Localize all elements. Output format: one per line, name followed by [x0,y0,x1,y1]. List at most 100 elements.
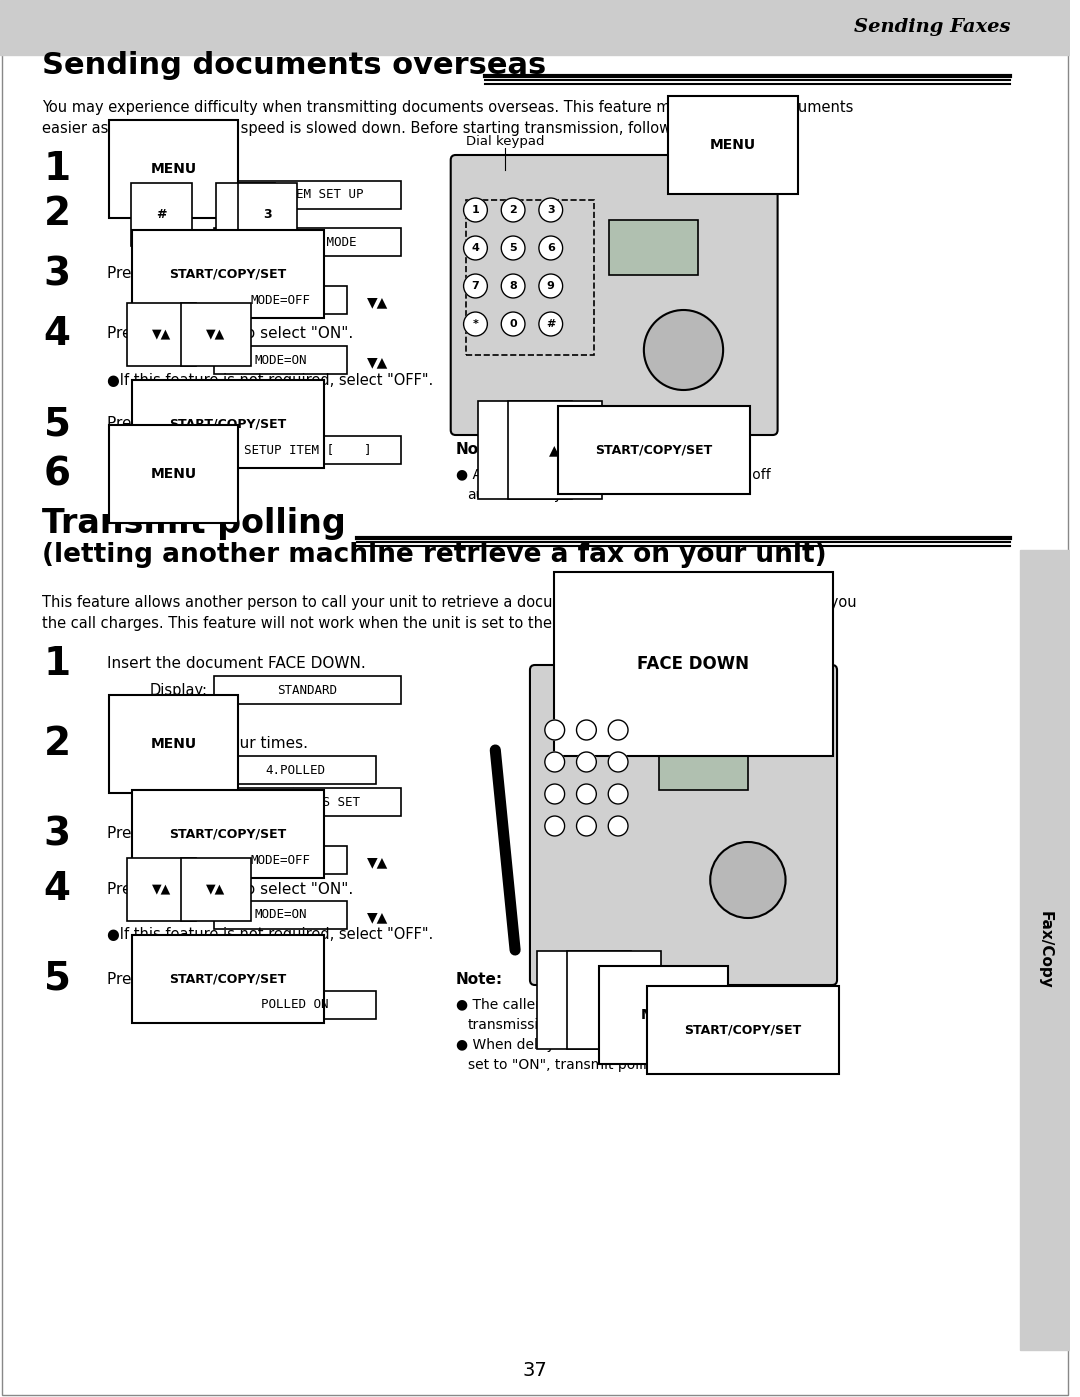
Text: Dial keypad: Dial keypad [465,136,544,148]
Text: *: * [473,319,478,330]
Circle shape [608,752,629,773]
FancyBboxPatch shape [530,665,837,985]
Circle shape [644,310,724,390]
Text: ● After transmission, this feature will turn off: ● After transmission, this feature will … [456,468,770,482]
FancyBboxPatch shape [214,847,347,875]
FancyBboxPatch shape [214,228,401,256]
Text: .: . [300,827,305,841]
Text: 8: 8 [510,281,517,291]
Text: STANDARD: STANDARD [278,683,338,697]
Text: ▼▲: ▼▲ [206,883,226,895]
Text: 1: 1 [43,149,70,189]
Text: 1.SYSTEM SET UP: 1.SYSTEM SET UP [252,189,364,201]
Text: START/COPY/SET: START/COPY/SET [170,418,286,430]
Text: 5: 5 [43,960,70,997]
Text: #: # [157,208,166,221]
Text: 2: 2 [241,208,251,221]
Text: MODE=OFF: MODE=OFF [251,293,310,306]
Text: Press: Press [107,207,152,222]
Text: (letting another machine retrieve a fax on your unit): (letting another machine retrieve a fax … [42,542,826,569]
Text: Sending documents overseas: Sending documents overseas [42,52,545,80]
Circle shape [539,198,563,222]
Text: ● The caller pays for the document: ● The caller pays for the document [456,997,703,1011]
Circle shape [544,752,565,773]
Text: ●If this feature is not required, select "OFF".: ●If this feature is not required, select… [107,373,433,387]
Text: You may experience difficulty when transmitting documents overseas. This feature: You may experience difficulty when trans… [42,101,853,136]
Text: Press: Press [107,467,152,482]
Circle shape [577,784,596,805]
Circle shape [501,274,525,298]
Text: 2: 2 [43,196,70,233]
Circle shape [544,816,565,835]
Text: automatically.: automatically. [468,488,565,502]
Text: transmission.: transmission. [468,1018,561,1032]
Text: MENU: MENU [150,467,197,481]
FancyBboxPatch shape [214,346,347,374]
Text: Press: Press [107,267,152,282]
Text: Press: Press [107,327,152,341]
Text: 9: 9 [546,281,555,291]
Text: ▼: ▼ [519,443,530,457]
Bar [609,219,699,275]
Circle shape [577,719,596,740]
Text: Note:: Note: [456,972,503,988]
Text: Press: Press [107,416,152,432]
Text: START/COPY/SET: START/COPY/SET [170,972,286,985]
Text: ▲: ▲ [609,993,620,1007]
Text: or: or [181,327,206,341]
Text: 2: 2 [510,205,517,215]
Circle shape [544,784,565,805]
Text: 6: 6 [546,243,555,253]
Circle shape [539,312,563,337]
Circle shape [463,312,487,337]
Text: four times.: four times. [220,736,308,752]
Text: ▼▲: ▼▲ [366,855,388,869]
Text: Press: Press [107,827,152,841]
Circle shape [544,719,565,740]
Text: 1: 1 [472,205,480,215]
Text: 0: 0 [510,319,517,330]
Text: Note:: Note: [456,443,503,457]
Text: 4: 4 [43,870,70,908]
Text: .: . [220,162,225,176]
Text: 4.POLLED: 4.POLLED [266,764,325,777]
Text: 4: 4 [472,243,480,253]
Text: ▼▲: ▼▲ [366,355,388,369]
Text: SETUP ITEM [    ]: SETUP ITEM [ ] [244,443,372,457]
FancyBboxPatch shape [214,788,401,816]
FancyBboxPatch shape [214,990,377,1018]
Text: #: # [546,319,555,330]
Text: Sending Faxes: Sending Faxes [854,18,1011,36]
Circle shape [463,236,487,260]
Text: Press: Press [107,882,152,897]
Text: , then: , then [181,207,231,222]
Text: START/COPY/SET: START/COPY/SET [595,443,713,457]
Text: Press: Press [107,971,152,986]
Circle shape [539,274,563,298]
Text: 3: 3 [546,205,554,215]
Circle shape [501,198,525,222]
Text: 5: 5 [43,405,70,443]
Text: MENU: MENU [150,162,197,176]
Text: ▼: ▼ [579,993,590,1007]
Text: 3: 3 [43,256,70,293]
Text: .: . [300,971,305,986]
Text: Fax/Copy: Fax/Copy [1038,911,1053,989]
Text: ▼▲: ▼▲ [152,883,171,895]
Text: .: . [300,416,305,432]
Text: POLLED ON: POLLED ON [261,999,329,1011]
Text: 2: 2 [43,725,70,763]
Text: YES: PRESS SET: YES: PRESS SET [255,795,360,809]
Text: MENU: MENU [150,738,197,752]
FancyBboxPatch shape [450,155,778,434]
Text: or: or [181,882,206,897]
Text: 7: 7 [472,281,480,291]
Text: 1: 1 [43,645,70,683]
Text: 3: 3 [264,208,272,221]
FancyBboxPatch shape [214,436,401,464]
Text: 37: 37 [523,1361,548,1379]
Circle shape [463,198,487,222]
Bar [1021,550,1070,1350]
Text: ▼▲: ▼▲ [366,295,388,309]
Text: This feature allows another person to call your unit to retrieve a document load: This feature allows another person to ca… [42,595,856,631]
